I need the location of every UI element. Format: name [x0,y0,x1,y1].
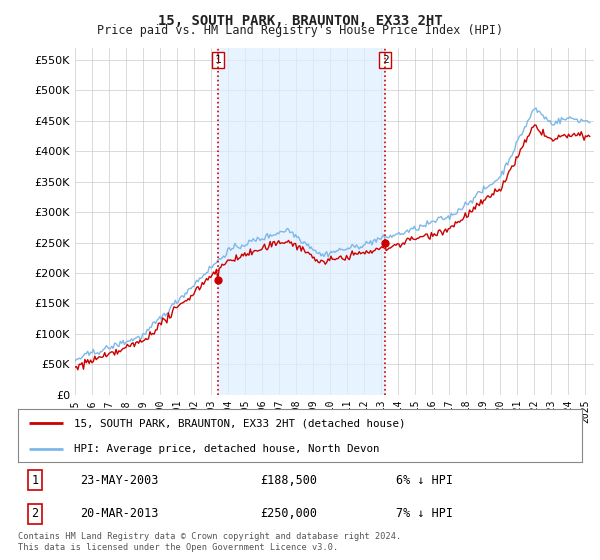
Text: 23-MAY-2003: 23-MAY-2003 [80,474,158,487]
Text: Price paid vs. HM Land Registry's House Price Index (HPI): Price paid vs. HM Land Registry's House … [97,24,503,37]
Text: 1: 1 [214,55,221,65]
Text: 2: 2 [31,507,38,520]
Text: Contains HM Land Registry data © Crown copyright and database right 2024.
This d: Contains HM Land Registry data © Crown c… [18,532,401,552]
Text: 15, SOUTH PARK, BRAUNTON, EX33 2HT: 15, SOUTH PARK, BRAUNTON, EX33 2HT [158,14,442,28]
Text: 6% ↓ HPI: 6% ↓ HPI [396,474,453,487]
Text: 15, SOUTH PARK, BRAUNTON, EX33 2HT (detached house): 15, SOUTH PARK, BRAUNTON, EX33 2HT (deta… [74,418,406,428]
Text: 2: 2 [382,55,388,65]
Text: £188,500: £188,500 [260,474,317,487]
Text: £250,000: £250,000 [260,507,317,520]
Text: 20-MAR-2013: 20-MAR-2013 [80,507,158,520]
Text: 7% ↓ HPI: 7% ↓ HPI [396,507,453,520]
Text: 1: 1 [31,474,38,487]
Text: HPI: Average price, detached house, North Devon: HPI: Average price, detached house, Nort… [74,444,380,454]
Bar [218,48,385,395]
